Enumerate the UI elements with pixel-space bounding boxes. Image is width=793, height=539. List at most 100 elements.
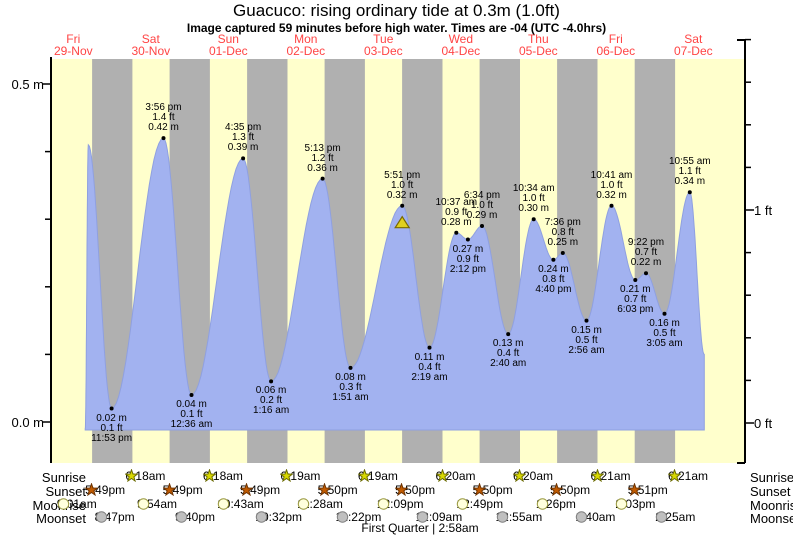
high-tide-annotation: 10:34 am 1.0 ft 0.30 m — [512, 183, 555, 215]
sunrise-time: 6:20am — [435, 469, 476, 483]
high-tide-dot — [320, 176, 325, 181]
high-tide-annotation: 9:22 pm 0.7 ft 0.22 m — [627, 237, 665, 269]
low-tide-dot — [633, 278, 638, 282]
moonrise-moon-icon — [616, 498, 628, 510]
moonset-time: 12:55am — [495, 510, 543, 524]
sunrise-star-icon — [357, 469, 371, 482]
sunrise-time: 6:18am — [202, 469, 243, 483]
high-tide-annotation: 10:37 am 0.9 ft 0.28 m — [435, 196, 478, 228]
day-date: 06-Dec — [596, 44, 636, 58]
day-date: 30-Nov — [131, 44, 171, 58]
low-tide-annotation: 0.06 m 0.2 ft 1:16 am — [253, 385, 290, 417]
sunset-star-icon — [395, 483, 409, 496]
high-tide-annotation: 5:13 pm 1.2 ft 0.36 m — [304, 142, 341, 174]
low-tide-dot — [551, 257, 556, 262]
low-tide-dot — [189, 393, 194, 397]
moonset-time: 8:47pm — [94, 510, 135, 524]
day-label: Tue 03-Dec — [364, 33, 403, 57]
sunset-star-icon — [317, 483, 331, 496]
day-label: Fri 29-Nov — [54, 33, 93, 57]
sunset-time: 5:50pm — [317, 483, 358, 497]
low-tide-annotation: 0.27 m 0.9 ft 2:12 pm — [449, 243, 486, 275]
day-of-week: Mon — [294, 32, 318, 46]
high-tide-dot — [400, 203, 405, 208]
sunrise-star-icon — [280, 469, 294, 482]
day-date: 29-Nov — [53, 44, 93, 58]
moonset-moon-icon — [95, 511, 107, 523]
high-tide-dot — [454, 230, 459, 235]
day-of-week: Sat — [684, 32, 703, 46]
sunrise-star-icon — [513, 469, 526, 482]
astro-row-label-left: Sunset — [45, 484, 86, 499]
sunset-time: 5:49pm — [162, 483, 203, 497]
sunset-time: 5:50pm — [472, 483, 513, 497]
sunrise-star-icon — [202, 469, 216, 482]
moonset-moon-icon — [496, 511, 508, 523]
moonrise-moon-icon — [457, 498, 469, 510]
sunset-star-icon — [627, 483, 641, 496]
day-label: Sat 07-Dec — [674, 33, 713, 57]
day-label: Sun 01-Dec — [209, 33, 248, 57]
low-tide-dot — [506, 332, 511, 337]
sunset-time: 5:49pm — [85, 483, 126, 497]
high-tide-annotation: 7:36 pm 0.8 ft 0.25 m — [544, 217, 581, 248]
day-date: 02-Dec — [286, 44, 326, 58]
moonrise-moon-icon — [297, 498, 310, 510]
moonrise-moon-icon — [377, 498, 389, 510]
low-tide-dot — [269, 379, 274, 384]
day-of-week: Fri — [608, 32, 623, 46]
day-date: 07-Dec — [673, 44, 713, 58]
astro-row-label-right: Sunrise — [750, 470, 793, 485]
high-tide-dot — [241, 156, 246, 161]
sunset-star-icon — [240, 483, 254, 496]
y-axis-label-05m: 0.5 m — [11, 77, 44, 92]
sunrise-time: 6:18am — [125, 469, 166, 483]
sunrise-star-icon — [125, 469, 139, 482]
current-time-marker-icon — [394, 215, 411, 229]
low-tide-annotation: 0.13 m 0.4 ft 2:40 am — [490, 338, 527, 370]
moonset-moon-icon — [576, 511, 588, 523]
astro-row-label-right: Sunset — [750, 484, 791, 499]
high-tide-dot — [687, 190, 692, 195]
moonrise-time: 10:43am — [217, 497, 264, 511]
day-label: Thu 05-Dec — [519, 33, 558, 57]
sunrise-star-icon — [590, 469, 604, 482]
moonset-moon-icon — [256, 511, 268, 523]
moonrise-time: 12:49pm — [456, 497, 504, 511]
day-date: 05-Dec — [518, 44, 558, 58]
moonrise-time: 1:26pm — [535, 497, 576, 511]
astro-row-label-left: Sunrise — [41, 470, 86, 485]
sunset-time: 5:49pm — [240, 483, 281, 497]
high-tide-annotation: 4:35 pm 1.3 ft 0.39 m — [225, 122, 262, 154]
astro-row-label-right: Moonset — [750, 511, 793, 526]
day-of-week: Wed — [448, 32, 474, 46]
y-axis-label-1ft: 1 ft — [754, 203, 773, 218]
low-tide-annotation: 0.16 m 0.5 ft 3:05 am — [646, 317, 683, 349]
low-tide-annotation: 0.08 m 0.3 ft 1:51 am — [332, 371, 369, 403]
day-of-week: Tue — [373, 32, 394, 46]
low-tide-annotation: 0.02 m 0.1 ft 11:53 pm — [91, 412, 133, 444]
moonset-time: 2:25am — [655, 510, 696, 524]
low-tide-dot — [427, 345, 432, 350]
sunrise-time: 6:21am — [668, 469, 709, 483]
moonset-time: 11:22pm — [335, 510, 382, 524]
day-label: Fri 06-Dec — [596, 33, 635, 57]
day-of-week: Sun — [217, 32, 239, 46]
day-of-week: Sat — [141, 32, 160, 46]
day-label: Mon 02-Dec — [286, 33, 325, 57]
day-date: 03-Dec — [363, 44, 403, 58]
sunset-time: 5:50pm — [550, 483, 591, 497]
sunrise-time: 6:19am — [357, 469, 398, 483]
low-tide-dot — [662, 311, 667, 316]
low-tide-dot — [584, 318, 589, 323]
high-tide-dot — [480, 224, 484, 228]
sunrise-time: 6:19am — [280, 469, 321, 483]
sunrise-star-icon — [435, 469, 449, 482]
sunset-star-icon — [162, 483, 176, 496]
sunset-star-icon — [472, 483, 486, 496]
sunset-time: 5:50pm — [395, 483, 436, 497]
moonset-time: 9:40pm — [175, 510, 216, 524]
moonset-time: 1:40am — [575, 510, 616, 524]
y-axis-label-0ft: 0 ft — [754, 416, 773, 431]
